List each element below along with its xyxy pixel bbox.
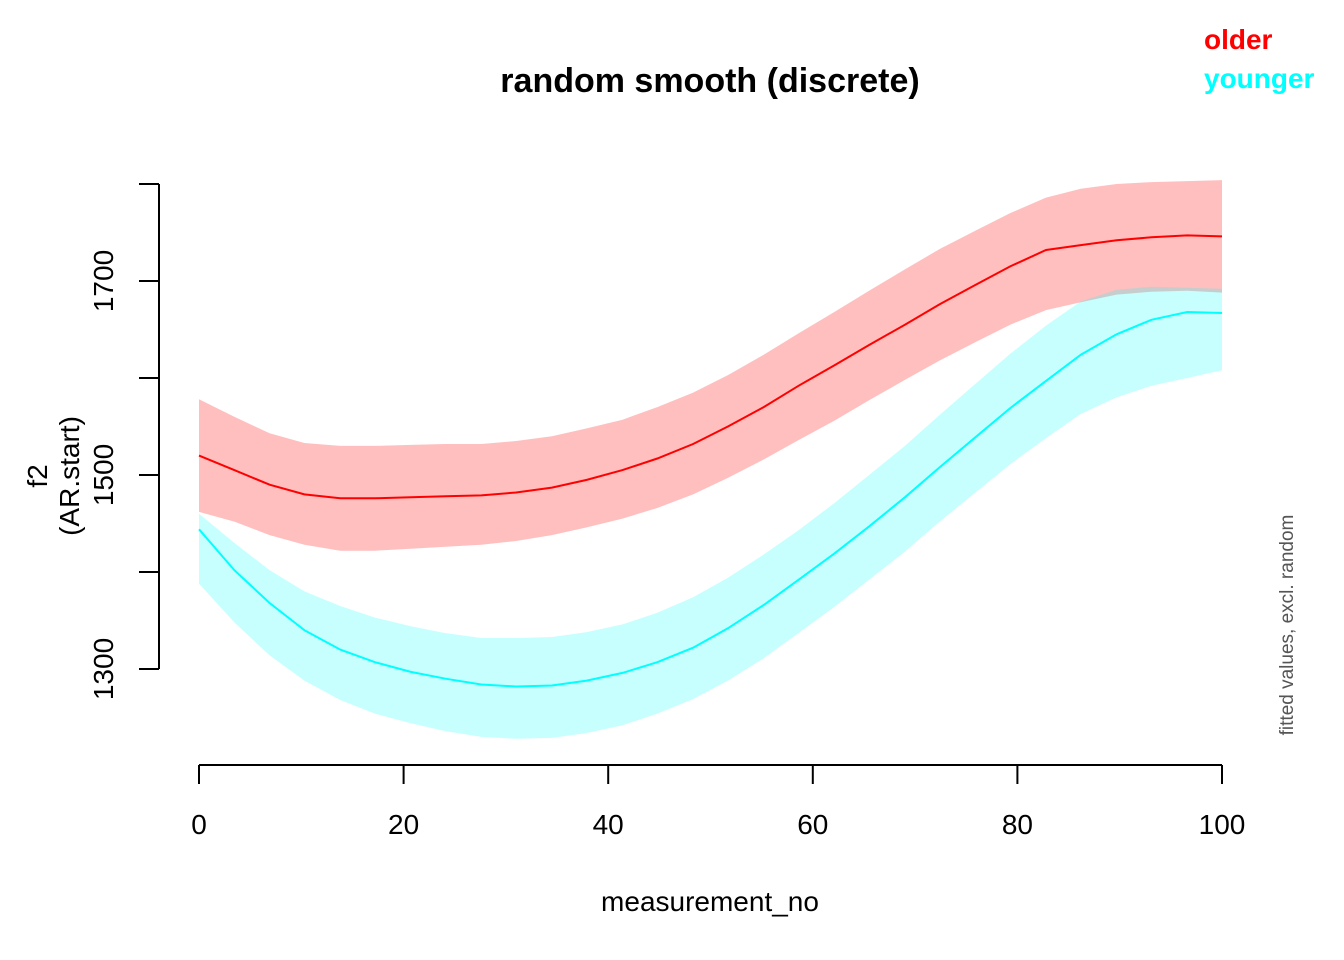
side-note: fitted values, excl. random — [1277, 515, 1298, 736]
fit-lines — [198, 234, 1223, 688]
x-ticks: 0 20 40 60 80 100 — [191, 765, 1245, 840]
confidence-bands — [199, 180, 1222, 739]
legend: older younger — [1204, 24, 1315, 94]
legend-younger: younger — [1204, 63, 1315, 94]
line-older — [198, 234, 1223, 500]
x-tick-label-60: 60 — [797, 809, 828, 840]
x-tick-label-40: 40 — [593, 809, 624, 840]
x-tick-label-0: 0 — [191, 809, 207, 840]
y-tick-label-1700: 1700 — [88, 250, 119, 312]
y-tick-label-1500: 1500 — [88, 444, 119, 506]
x-axis: 0 20 40 60 80 100 — [191, 764, 1245, 840]
band-younger — [199, 286, 1222, 739]
y-axis-label-line1: f2 — [22, 464, 53, 487]
line-younger — [198, 310, 1223, 688]
y-axis-label-line2: (AR.start) — [54, 416, 85, 536]
x-tick-label-100: 100 — [1199, 809, 1246, 840]
x-tick-label-20: 20 — [388, 809, 419, 840]
band-older — [199, 180, 1222, 551]
x-axis-label: measurement_no — [601, 886, 819, 917]
x-tick-label-80: 80 — [1002, 809, 1033, 840]
y-tick-label-1300: 1300 — [88, 638, 119, 700]
y-axis: 1300 1500 1700 — [88, 183, 160, 700]
chart-title: random smooth (discrete) — [500, 62, 919, 100]
legend-older: older — [1204, 24, 1273, 55]
y-ticks: 1300 1500 1700 — [88, 183, 159, 700]
